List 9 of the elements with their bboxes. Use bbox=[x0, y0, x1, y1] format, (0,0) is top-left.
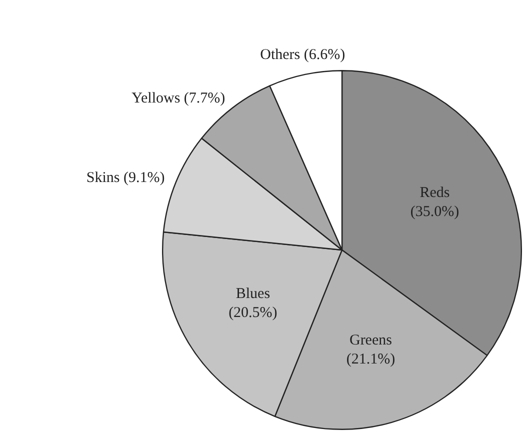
data-label: (21.1%) bbox=[346, 351, 396, 368]
slice-label: Yellows (7.7%) bbox=[132, 90, 226, 106]
slice-label: Skins (9.1%) bbox=[86, 170, 165, 186]
slice-label: Blues bbox=[236, 286, 270, 302]
slice-label: Others (6.6%) bbox=[260, 47, 346, 64]
data-label: (35.0%) bbox=[410, 204, 460, 220]
slice-label: Reds bbox=[420, 185, 450, 202]
data-label: (20.5%) bbox=[228, 305, 278, 322]
slice-label: Greens bbox=[349, 332, 392, 348]
